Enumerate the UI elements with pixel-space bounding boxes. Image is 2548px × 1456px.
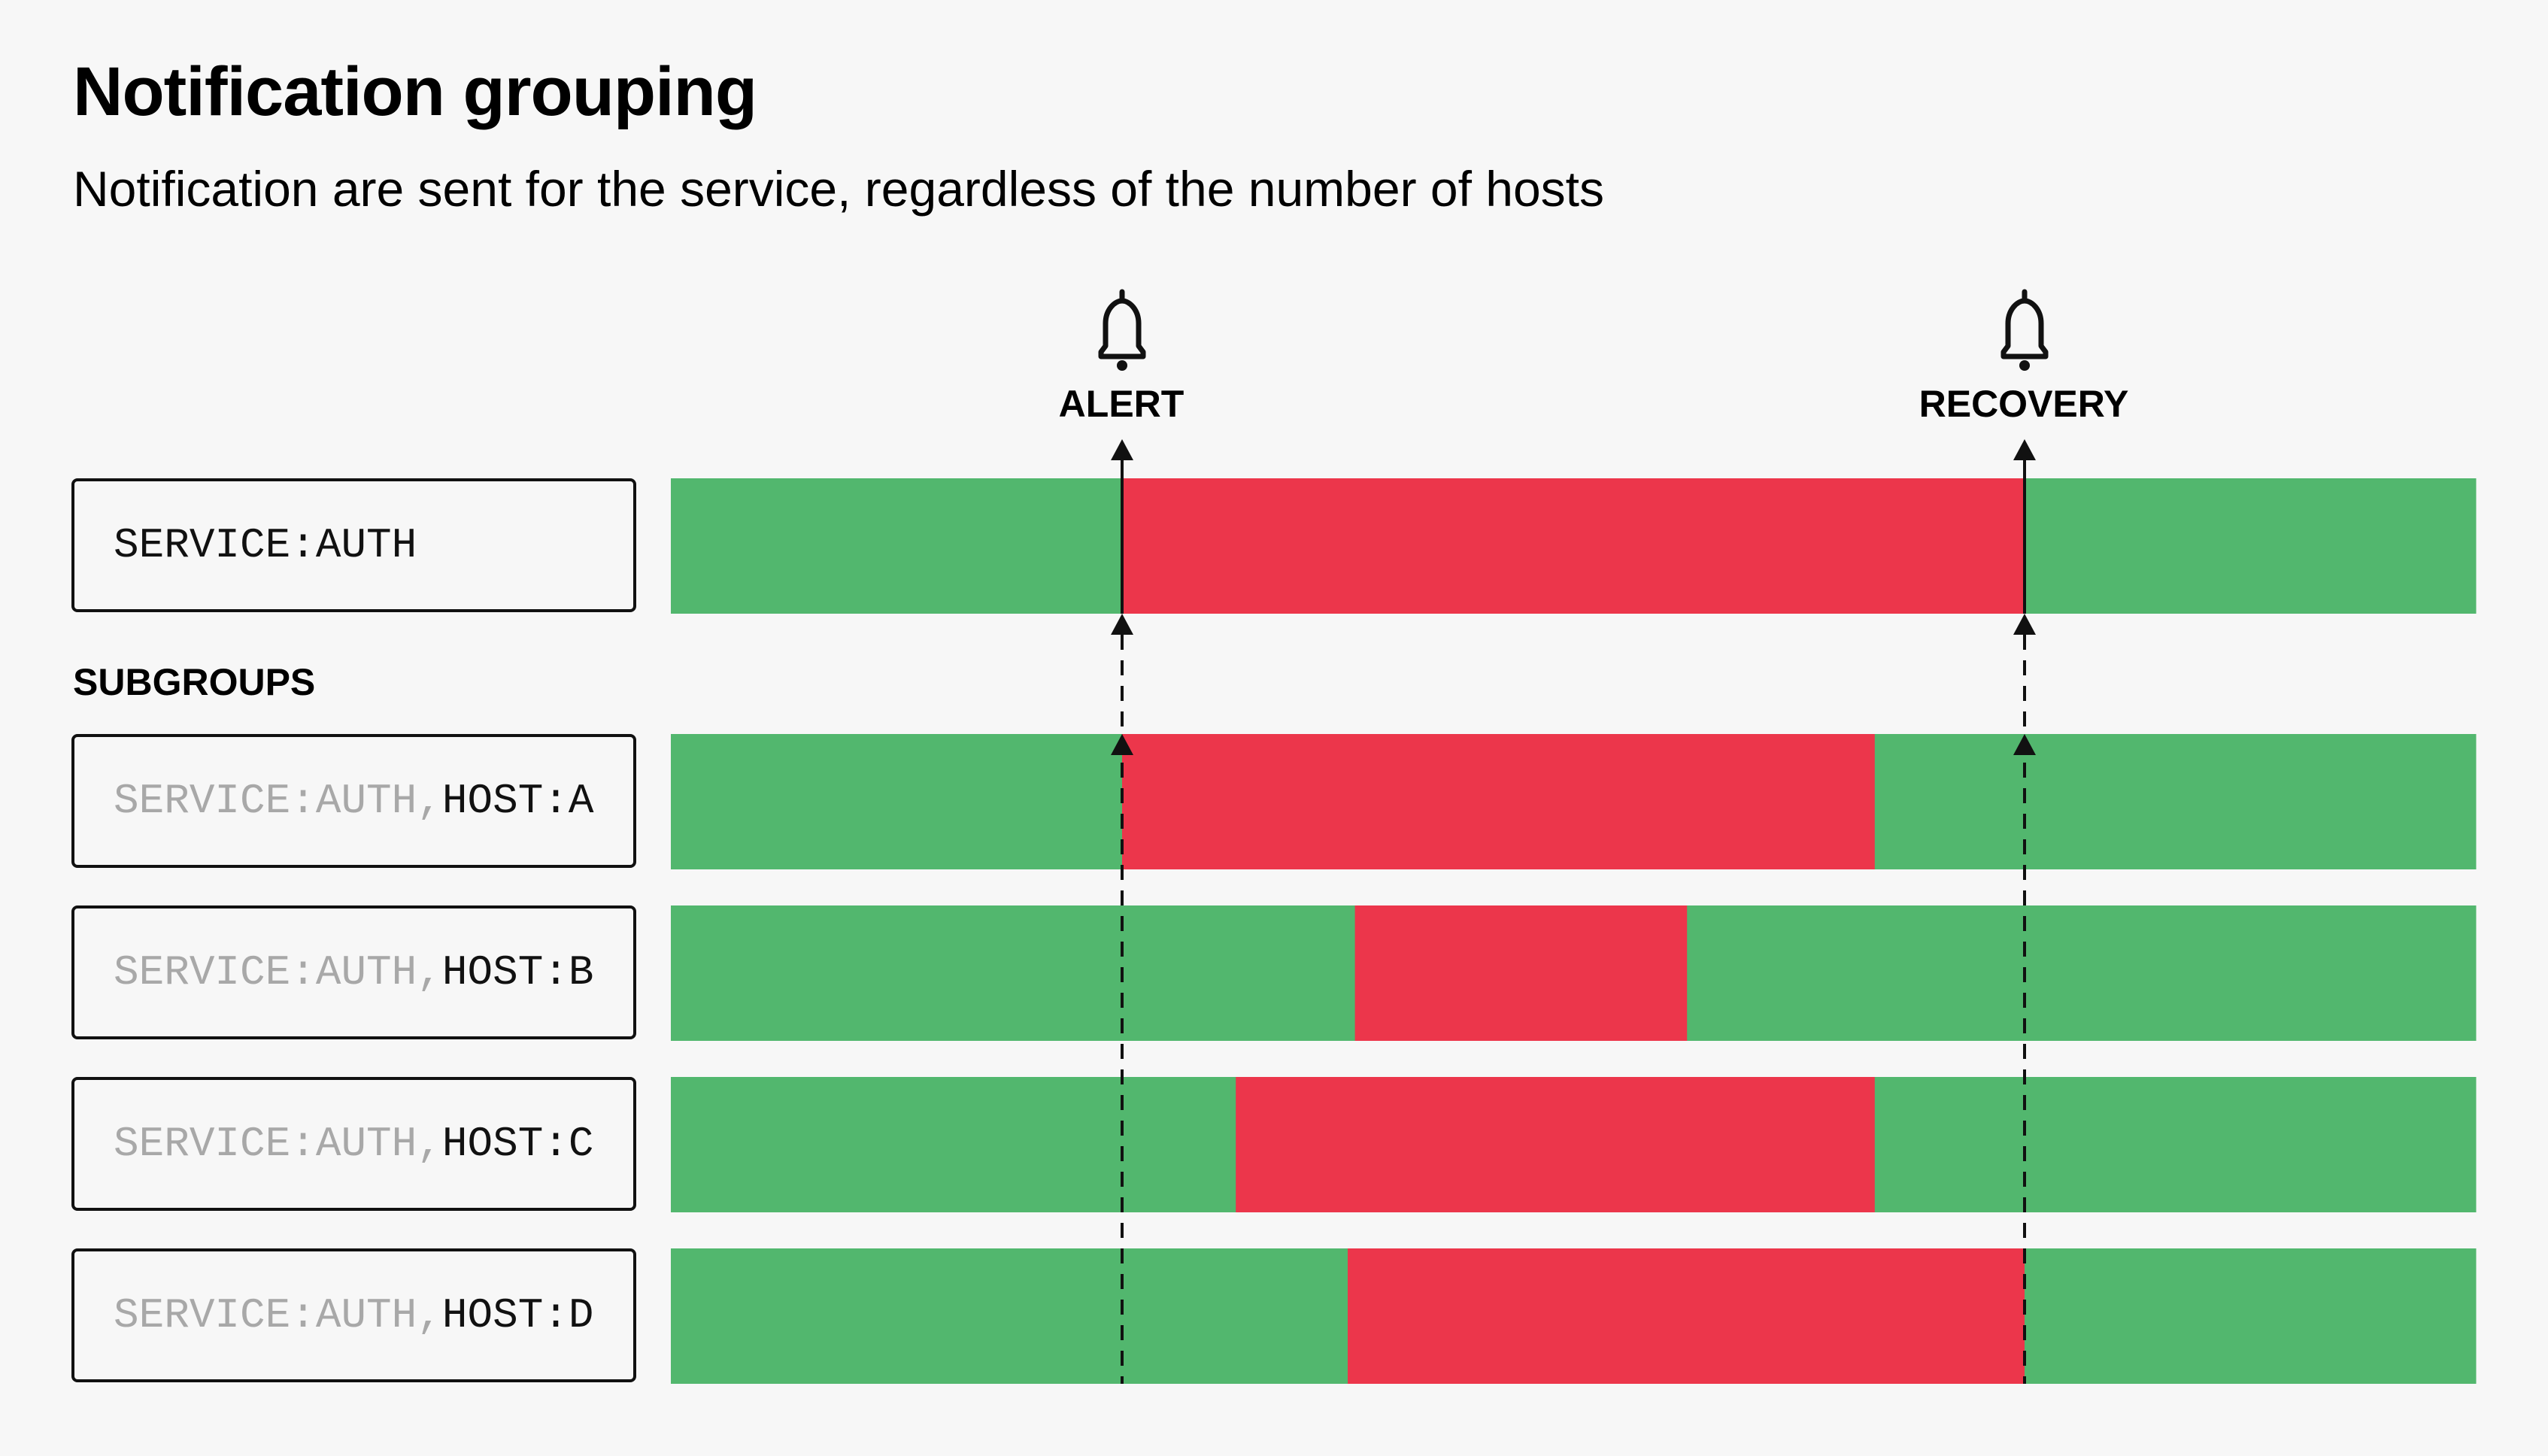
bell-clapper [1117,360,1127,371]
subgroup-host-name: HOST:B [441,948,594,996]
bell-body [1098,298,1146,359]
subgroup-host-name: HOST:C [441,1120,594,1168]
ok-segment [671,734,1123,869]
ok-segment [2025,478,2477,614]
ok-segment [1687,905,2477,1041]
alert-segment [1122,478,2025,614]
subgroup-service-prefix: SERVICE:AUTH, [114,1120,442,1168]
recovery-arrowhead [2013,734,2036,755]
subgroup-service-prefix: SERVICE:AUTH, [114,1291,442,1339]
subgroup-service-prefix: SERVICE:AUTH, [114,777,442,825]
subgroup-row-label: SERVICE:AUTH, HOST:C [71,1077,636,1211]
ok-segment [671,905,1356,1041]
recovery-arrowhead [2013,439,2036,460]
recovery-label: RECOVERY [1919,383,2129,425]
alert-arrowhead [1111,734,1133,755]
ok-segment [1874,734,2477,869]
subgroup-row-label: SERVICE:AUTH, HOST:B [71,905,636,1039]
bell-icon [2000,289,2049,371]
subgroup-host-name: HOST:A [441,777,594,825]
bell-icon [1098,289,1146,371]
alert-arrowhead [1111,614,1133,635]
subgroup-host-name: HOST:D [441,1291,594,1339]
recovery-arrowhead [2013,614,2036,635]
service-name: SERVICE:AUTH [114,521,417,569]
subgroup-row-label: SERVICE:AUTH, HOST:A [71,734,636,868]
ok-segment [1874,1077,2477,1212]
alert-label: ALERT [1058,383,1185,425]
alert-segment [1354,905,1688,1041]
alert-segment [1348,1248,2025,1384]
ok-segment [671,1248,1348,1384]
service-row-label: SERVICE:AUTH [71,478,636,612]
page-subtitle: Notification are sent for the service, r… [73,161,1605,217]
subgroup-service-prefix: SERVICE:AUTH, [114,948,442,996]
ok-segment [2025,1248,2477,1384]
alert-arrowhead [1111,439,1133,460]
bell-clapper [2019,360,2030,371]
subgroups-heading: SUBGROUPS [73,661,316,703]
page-title: Notification grouping [73,53,757,130]
ok-segment [671,478,1123,614]
alert-segment [1236,1077,1876,1212]
ok-segment [671,1077,1236,1212]
alert-segment [1122,734,1876,869]
subgroup-row-label: SERVICE:AUTH, HOST:D [71,1248,636,1382]
bell-body [2000,298,2049,359]
